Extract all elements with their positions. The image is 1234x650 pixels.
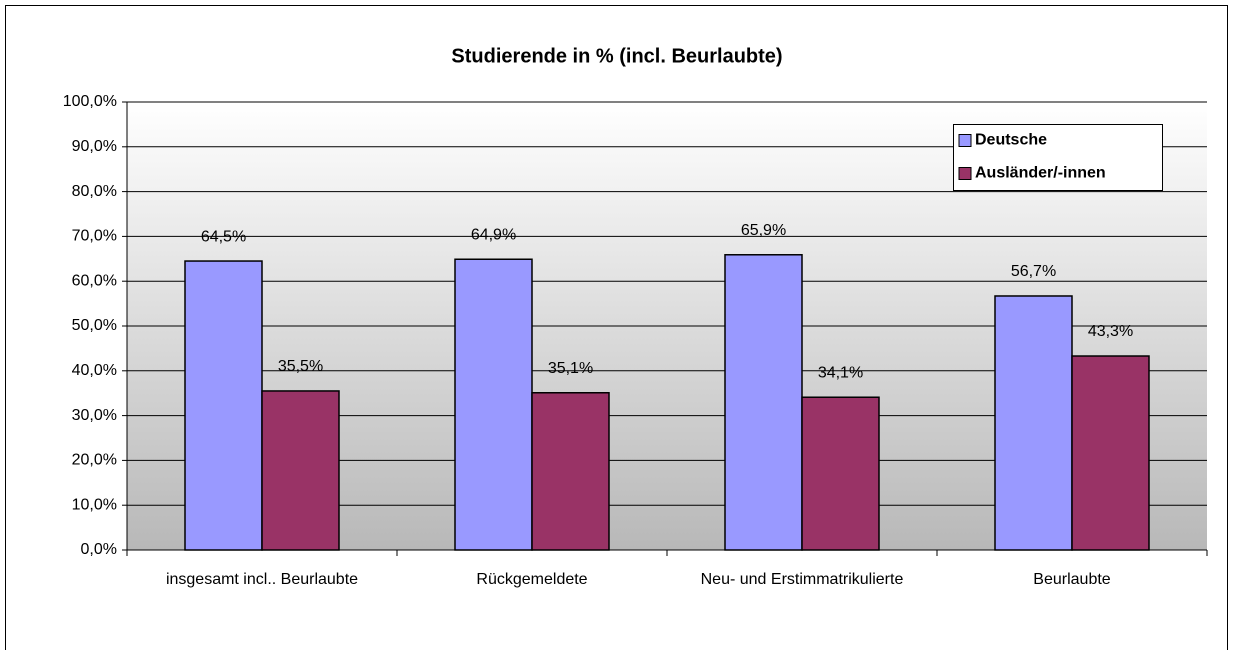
- bar: [994, 295, 1073, 551]
- y-tick-label: 90,0%: [72, 138, 117, 155]
- bar: [1071, 355, 1150, 551]
- value-label: 65,9%: [741, 222, 786, 239]
- x-tick-label: Beurlaubte: [1033, 571, 1110, 588]
- chart-title: Studierende in % (incl. Beurlaubte): [451, 45, 782, 67]
- legend-swatch: [958, 167, 972, 180]
- x-tick-label: insgesamt incl.. Beurlaubte: [166, 571, 358, 588]
- value-label: 64,5%: [201, 228, 246, 245]
- value-label: 56,7%: [1011, 263, 1056, 280]
- bar: [261, 390, 340, 551]
- value-label: 35,1%: [548, 360, 593, 377]
- bar: [724, 254, 803, 551]
- legend-box: [953, 124, 1163, 191]
- bar: [184, 260, 263, 551]
- value-label: 64,9%: [471, 226, 516, 243]
- y-tick-label: 40,0%: [72, 362, 117, 379]
- value-label: 35,5%: [278, 358, 323, 375]
- y-tick-label: 10,0%: [72, 496, 117, 513]
- y-tick-label: 80,0%: [72, 183, 117, 200]
- y-tick-label: 50,0%: [72, 317, 117, 334]
- bar: [801, 396, 880, 551]
- y-tick-label: 20,0%: [72, 452, 117, 469]
- legend-label: Ausländer/-innen: [975, 165, 1106, 182]
- legend-swatch: [958, 134, 972, 147]
- legend-label: Deutsche: [975, 132, 1047, 149]
- bar: [531, 392, 610, 551]
- value-label: 34,1%: [818, 364, 863, 381]
- y-tick-label: 0,0%: [81, 541, 117, 558]
- value-label: 43,3%: [1088, 323, 1133, 340]
- y-tick-label: 70,0%: [72, 228, 117, 245]
- y-tick-label: 30,0%: [72, 407, 117, 424]
- x-tick-label: Neu- und Erstimmatrikulierte: [701, 571, 904, 588]
- y-tick-label: 100,0%: [63, 93, 117, 110]
- bar: [454, 258, 533, 551]
- x-tick-label: Rückgemeldete: [476, 571, 587, 588]
- y-tick-label: 60,0%: [72, 272, 117, 289]
